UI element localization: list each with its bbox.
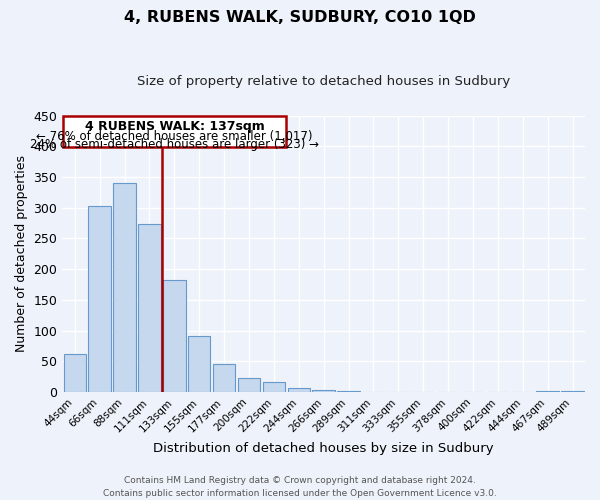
Text: 4, RUBENS WALK, SUDBURY, CO10 1QD: 4, RUBENS WALK, SUDBURY, CO10 1QD <box>124 10 476 25</box>
Bar <box>64 354 86 392</box>
Text: Contains HM Land Registry data © Crown copyright and database right 2024.
Contai: Contains HM Land Registry data © Crown c… <box>103 476 497 498</box>
Bar <box>263 382 285 392</box>
Y-axis label: Number of detached properties: Number of detached properties <box>15 156 28 352</box>
FancyBboxPatch shape <box>63 116 286 147</box>
Bar <box>88 206 111 392</box>
Bar <box>163 280 185 392</box>
Bar <box>113 183 136 392</box>
Bar <box>238 378 260 392</box>
X-axis label: Distribution of detached houses by size in Sudbury: Distribution of detached houses by size … <box>154 442 494 455</box>
Text: 4 RUBENS WALK: 137sqm: 4 RUBENS WALK: 137sqm <box>85 120 265 134</box>
Text: ← 76% of detached houses are smaller (1,017): ← 76% of detached houses are smaller (1,… <box>36 130 313 142</box>
Title: Size of property relative to detached houses in Sudbury: Size of property relative to detached ho… <box>137 75 510 88</box>
Bar <box>213 364 235 392</box>
Bar <box>188 336 211 392</box>
Bar <box>138 224 161 392</box>
Bar <box>287 388 310 392</box>
Text: 24% of semi-detached houses are larger (323) →: 24% of semi-detached houses are larger (… <box>30 138 319 151</box>
Bar <box>313 390 335 392</box>
